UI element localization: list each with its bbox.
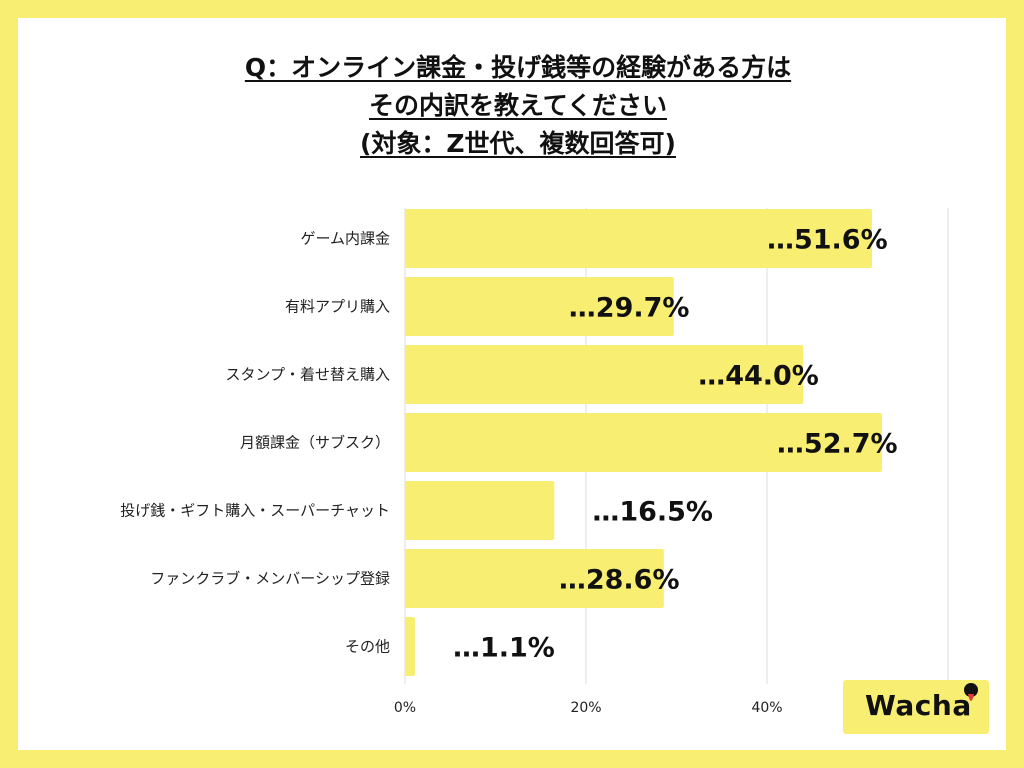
category-label: 月額課金（サブスク） [240, 434, 390, 452]
wacha-logo: Wacha [843, 680, 989, 734]
bar [405, 277, 674, 336]
bar [405, 481, 555, 540]
value-label: …1.1% [453, 633, 555, 664]
bar [405, 413, 882, 472]
value-label: …52.7% [777, 429, 898, 460]
category-label: その他 [345, 638, 390, 656]
chart-title-line-1: Q：オンライン課金・投げ銭等の経験がある方は [244, 53, 792, 82]
bar [405, 549, 664, 608]
value-label: …16.5% [592, 497, 713, 528]
logo-drop-icon [964, 683, 978, 701]
value-label: …28.6% [559, 565, 680, 596]
category-label: ゲーム内課金 [300, 230, 390, 248]
chart-title-line-2: その内訳を教えてください [368, 91, 667, 120]
chart-title-line-3: (対象：Z世代、複数回答可) [360, 129, 676, 158]
chart-frame: Q：オンライン課金・投げ銭等の経験がある方は その内訳を教えてください (対象：… [18, 18, 1006, 750]
category-label: 投げ銭・ギフト購入・スーパーチャット [120, 502, 390, 520]
category-label: ファンクラブ・メンバーシップ登録 [150, 570, 390, 588]
value-label: …29.7% [569, 293, 690, 324]
x-tick-label: 0% [394, 700, 416, 716]
bar [405, 617, 415, 676]
logo-text: Wacha [865, 689, 972, 722]
category-label: 有料アプリ購入 [285, 298, 390, 316]
x-tick-label: 20% [570, 700, 601, 716]
bar [405, 209, 872, 268]
x-tick-label: 40% [751, 700, 782, 716]
bar [405, 345, 804, 404]
category-label: スタンプ・着せ替え購入 [225, 366, 390, 384]
value-label: …44.0% [698, 361, 819, 392]
value-label: …51.6% [767, 225, 888, 256]
